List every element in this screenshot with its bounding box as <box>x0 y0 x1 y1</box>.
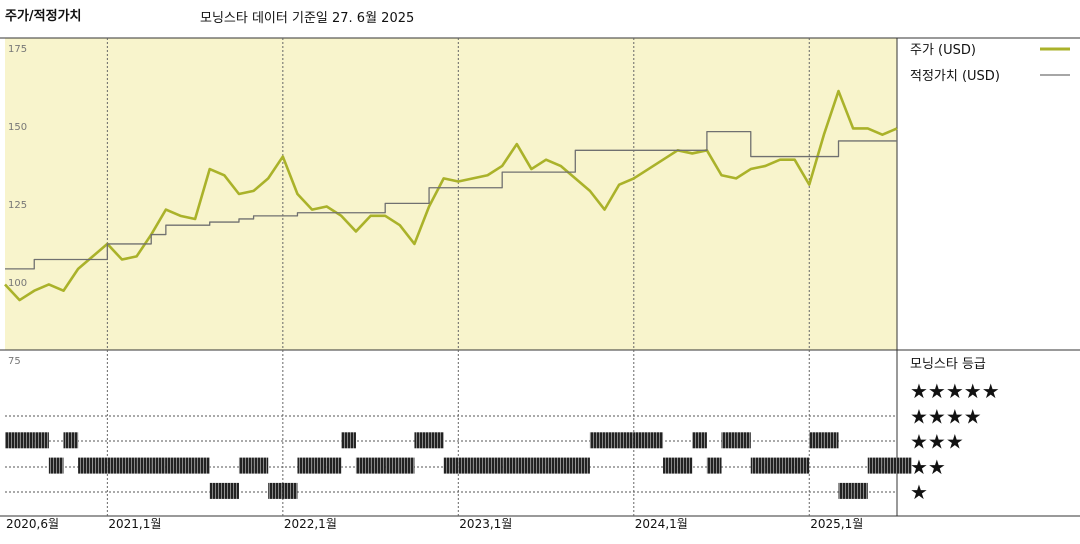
series-line <box>4 89 898 302</box>
rating-bar <box>429 432 444 449</box>
rating-bar <box>648 432 664 449</box>
x-tick-label: 2020,6월 <box>6 517 59 531</box>
rating-bar <box>399 457 415 474</box>
rating-bar <box>414 432 430 449</box>
rating-bar <box>443 457 459 474</box>
rating-bar <box>472 457 488 474</box>
rating-bar <box>34 432 49 449</box>
rating-bar <box>48 457 64 474</box>
rating-bar <box>370 457 386 474</box>
rating-bar <box>619 432 634 449</box>
y-tick-label: 75 <box>8 356 21 367</box>
rating-bar <box>487 457 503 474</box>
rating-bar <box>633 432 649 449</box>
rating-bar <box>5 432 20 449</box>
rating-bar <box>297 457 313 474</box>
y-tick-label: 150 <box>8 122 27 133</box>
rating-bar <box>282 482 298 499</box>
rating-bar <box>165 457 181 474</box>
rating-bar <box>92 457 108 474</box>
rating-bar <box>385 457 400 474</box>
rating-bar <box>180 457 196 474</box>
rating-bar <box>575 457 590 474</box>
rating-bar <box>355 457 371 474</box>
rating-bar <box>721 432 737 449</box>
y-tick-label: 125 <box>8 200 27 211</box>
rating-bar <box>765 457 781 474</box>
x-tick-label: 2021,1월 <box>108 517 161 531</box>
rating-bar <box>136 457 152 474</box>
rating-bar <box>458 457 473 474</box>
rating-label: ★ <box>910 480 928 504</box>
rating-bar <box>502 457 517 474</box>
rating-bar <box>604 432 620 449</box>
rating-bar <box>195 457 210 474</box>
rating-bar <box>78 457 93 474</box>
rating-bar <box>823 432 839 449</box>
rating-rows <box>5 415 897 493</box>
rating-bar <box>341 432 356 449</box>
rating-bar <box>663 457 678 474</box>
rating-bar <box>867 457 883 474</box>
rating-bar <box>516 457 532 474</box>
chart-subtitle: 모닝스타 데이터 기준일 27. 6월 2025 <box>200 11 414 26</box>
rating-bar <box>838 482 854 499</box>
rating-bar <box>780 457 795 474</box>
rating-bar <box>63 432 79 449</box>
legend-label: 적정가치 (USD) <box>910 69 1000 84</box>
rating-bar <box>794 457 810 474</box>
rating-bar <box>677 457 693 474</box>
rating-title: 모닝스타 등급 <box>910 357 986 372</box>
rating-bar <box>750 457 766 474</box>
rating-bar <box>19 432 35 449</box>
y-tick-label: 100 <box>8 278 27 289</box>
x-tick-label: 2022,1월 <box>284 517 337 531</box>
rating-bar <box>312 457 327 474</box>
rating-bar <box>589 432 605 449</box>
rating-bar <box>531 457 547 474</box>
rating-label: ★★★ <box>910 430 964 454</box>
rating-bar <box>107 457 122 474</box>
rating-bar <box>238 457 254 474</box>
rating-bar <box>253 457 269 474</box>
x-tick-label: 2024,1월 <box>635 517 688 531</box>
rating-bar <box>736 432 751 449</box>
rating-bar <box>268 482 283 499</box>
rating-label: ★★★★★ <box>910 379 1000 403</box>
rating-bar <box>546 457 561 474</box>
x-tick-label: 2025,1월 <box>810 517 863 531</box>
plot-background <box>5 38 897 350</box>
rating-bar <box>882 457 897 474</box>
rating-bar <box>809 432 824 449</box>
y-tick-label: 175 <box>8 44 27 55</box>
rating-bar <box>692 432 707 449</box>
rating-bar <box>897 457 912 474</box>
rating-label: ★★★★ <box>910 404 982 428</box>
x-tick-label: 2023,1월 <box>459 517 512 531</box>
rating-bar <box>706 457 722 474</box>
series-line <box>5 130 897 270</box>
rating-bar <box>121 457 137 474</box>
rating-label: ★★ <box>910 455 946 479</box>
rating-bar <box>560 457 576 474</box>
rating-bar <box>224 482 239 499</box>
legend-label: 주가 (USD) <box>910 43 976 58</box>
rating-bar <box>853 482 868 499</box>
rating-bar <box>209 482 225 499</box>
rating-bar <box>151 457 166 474</box>
rating-bar <box>326 457 342 474</box>
chart-title: 주가/적정가치 <box>5 8 82 24</box>
